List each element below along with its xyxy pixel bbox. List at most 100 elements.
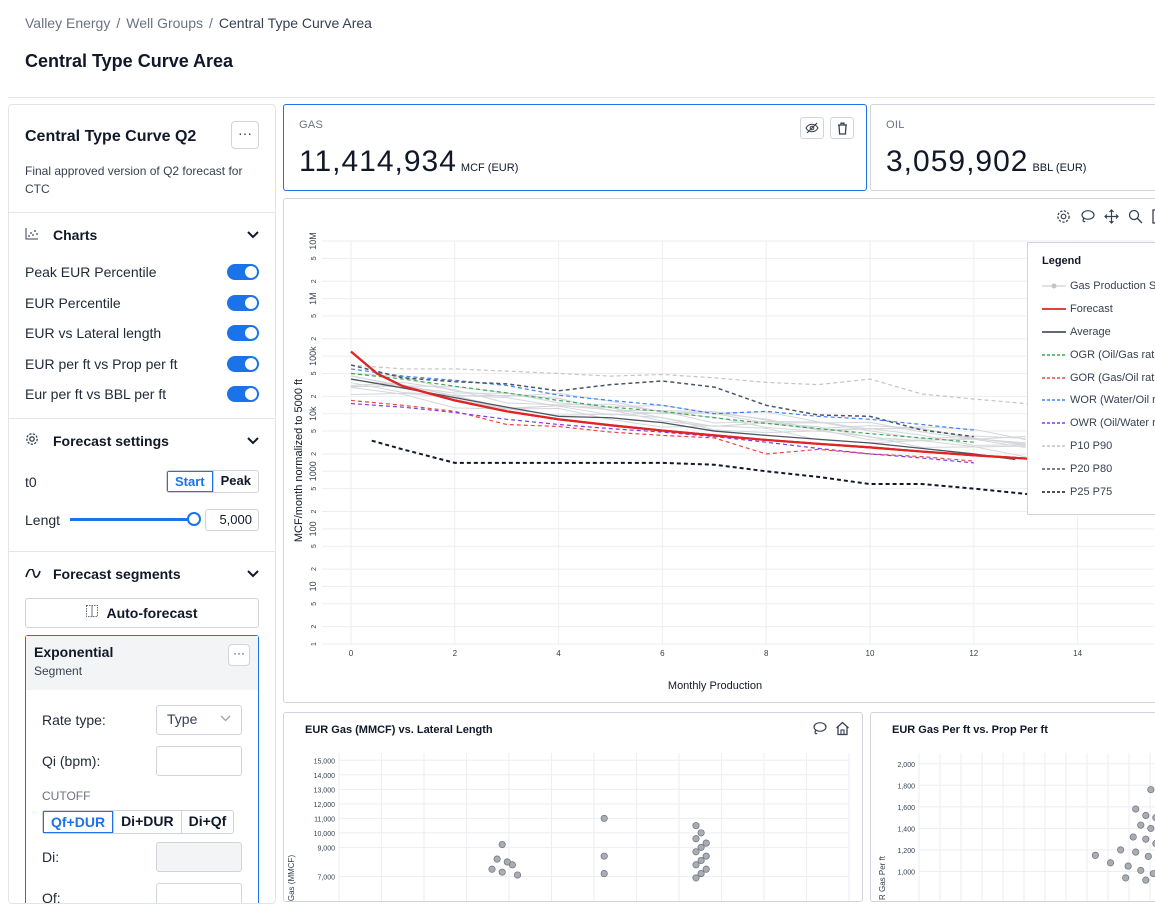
legend-item[interactable]: OGR (Oil/Gas ratio — [1042, 343, 1155, 366]
qi-label: Qi (bpm): — [42, 753, 100, 769]
rate-type-label: Rate type: — [42, 712, 106, 728]
rate-type-select[interactable]: Type — [156, 705, 242, 735]
x-tick-label: 0 — [349, 649, 354, 658]
scatter-point — [494, 856, 500, 862]
chart-toggle-switch[interactable] — [227, 295, 259, 311]
x-tick-label: 8 — [764, 649, 769, 658]
y-tick-label: 2 — [311, 337, 318, 341]
legend-label: Forecast — [1070, 303, 1113, 315]
legend-item[interactable]: Average — [1042, 321, 1155, 344]
legend-item[interactable]: P10 P90 — [1042, 435, 1155, 458]
x-tick-label: 12 — [969, 649, 978, 658]
trash-icon[interactable] — [830, 117, 854, 139]
legend-item[interactable]: P25 P75 — [1042, 480, 1155, 503]
legend-label: P10 P90 — [1070, 440, 1112, 452]
scatter-point — [693, 862, 699, 868]
legend-dash-icon — [1042, 351, 1066, 359]
length-input[interactable]: 5,000 — [205, 509, 259, 531]
scatter-point — [703, 866, 709, 872]
chevron-down-icon[interactable] — [247, 228, 259, 242]
legend-item[interactable]: WOR (Water/Oil ra — [1042, 389, 1155, 412]
y-tick-label: 100k — [308, 346, 318, 366]
scatter-chart-icon — [25, 227, 43, 243]
scatter-point — [1107, 860, 1113, 866]
legend-item[interactable]: GOR (Gas/Oil ratio — [1042, 366, 1155, 389]
t0-toggle: Start Peak — [166, 470, 259, 493]
qf-input[interactable] — [156, 883, 242, 904]
cutoff-qf-dur-option[interactable]: Qf+DUR — [43, 811, 113, 833]
scatter-point — [693, 822, 699, 828]
auto-forecast-label: Auto-forecast — [106, 605, 197, 621]
breadcrumb-item-well-groups[interactable]: Well Groups — [126, 15, 203, 31]
forecast-settings-header[interactable]: Forecast settings — [9, 419, 275, 463]
scatter-point — [693, 875, 699, 881]
scatter-point — [1145, 853, 1151, 859]
legend-item[interactable]: Gas Production Se — [1042, 275, 1155, 298]
scatter-point — [601, 870, 607, 876]
qi-input[interactable] — [156, 746, 242, 776]
y-tick-label: 2 — [311, 509, 318, 513]
cutoff-di-dur-option[interactable]: Di+DUR — [113, 811, 181, 833]
curve-description: Final approved version of Q2 forecast fo… — [25, 162, 260, 198]
forecast-segments-header[interactable]: Forecast segments — [9, 552, 275, 596]
x-tick-label: 6 — [660, 649, 665, 658]
legend-item[interactable]: OWR (Oil/Water ra — [1042, 412, 1155, 435]
charts-section-header[interactable]: Charts — [9, 213, 275, 257]
chevron-down-icon[interactable] — [247, 434, 259, 448]
t0-start-option[interactable]: Start — [167, 471, 213, 492]
legend-item[interactable]: P20 P80 — [1042, 457, 1155, 480]
segment-more-button[interactable]: ··· — [228, 644, 250, 666]
forecast-segments-title: Forecast segments — [53, 566, 181, 582]
breadcrumb-item-org[interactable]: Valley Energy — [25, 15, 110, 31]
chart-toggle-switch[interactable] — [227, 325, 259, 341]
segment-card-header: Exponential Segment ··· — [26, 636, 258, 690]
scatter-point — [1122, 875, 1128, 881]
cutoff-di-qf-option[interactable]: Di+Qf — [181, 811, 234, 833]
legend-label: Average — [1070, 326, 1111, 338]
y-tick-label: 5 — [311, 429, 318, 433]
qf-label: Qf: — [42, 890, 61, 904]
scatter-point — [693, 849, 699, 855]
y-tick-label: 10M — [308, 232, 318, 250]
length-slider[interactable] — [70, 518, 197, 521]
breadcrumb: Valley Energy/Well Groups/Central Type C… — [25, 15, 372, 31]
y-tick-label: 1,200 — [897, 848, 915, 855]
legend-line-icon — [1042, 305, 1066, 313]
chart-toggle-switch[interactable] — [227, 264, 259, 280]
t0-peak-option[interactable]: Peak — [213, 471, 258, 492]
legend-label: OWR (Oil/Water ra — [1070, 417, 1155, 429]
chart-toggle-row: Eur per ft vs BBL per ft — [9, 379, 275, 410]
legend-dash-icon — [1042, 374, 1066, 382]
chart-toggle-label: EUR vs Lateral length — [25, 325, 161, 341]
chart-toggle-switch[interactable] — [227, 386, 259, 402]
segment-subtitle: Segment — [34, 664, 250, 678]
more-options-button[interactable]: ··· — [231, 121, 259, 149]
chevron-down-icon[interactable] — [247, 567, 259, 581]
slider-handle[interactable] — [187, 512, 201, 526]
y-tick-label: 1 — [311, 642, 318, 646]
t0-label: t0 — [25, 474, 37, 490]
legend-label: WOR (Water/Oil ra — [1070, 394, 1155, 406]
gas-value: 11,414,934 — [299, 145, 457, 178]
production-series-line — [351, 393, 1026, 447]
eur-vs-lateral-plot[interactable]: 7,0009,00010,00011,00012,00013,00014,000… — [284, 713, 863, 902]
chart-toggle-switch[interactable] — [227, 356, 259, 372]
di-input[interactable] — [156, 842, 242, 872]
legend-item[interactable]: Forecast — [1042, 298, 1155, 321]
auto-forecast-button[interactable]: Auto-forecast — [25, 598, 259, 628]
oil-label: OIL — [886, 119, 1154, 131]
chart-toggle-label: Eur per ft vs BBL per ft — [25, 386, 166, 402]
hide-icon[interactable] — [800, 117, 824, 139]
length-row: Lengt 5,000 — [9, 501, 275, 539]
scatter-point — [1138, 867, 1144, 873]
scatter-point — [703, 853, 709, 859]
y-tick-label: 10,000 — [314, 831, 336, 838]
